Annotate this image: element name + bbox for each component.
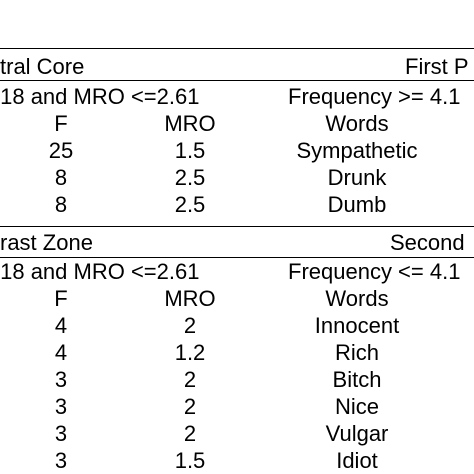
bottom-left-title: rast Zone (0, 230, 93, 255)
bottom-row-f: 3 (54, 448, 68, 473)
top-right-title: First P (405, 54, 469, 79)
bottom-row-word: Bitch (332, 367, 382, 392)
top-row-f: 25 (48, 138, 74, 163)
top-rule (0, 48, 474, 49)
top-left-title: tral Core (0, 54, 85, 79)
bottom-row-word: Vulgar (325, 421, 389, 446)
top-row-word: Sympathetic (296, 138, 418, 163)
top-header-f: F (54, 111, 68, 136)
bottom-title-rule (0, 257, 474, 258)
bottom-right-criteria: Frequency <= 4.1 (288, 259, 461, 284)
top-row-f: 8 (54, 165, 68, 190)
bottom-row-mro: 2 (183, 367, 197, 392)
top-row-word: Drunk (327, 165, 387, 190)
top-row-word: Dumb (327, 192, 387, 217)
top-header-mro: MRO (164, 111, 216, 136)
bottom-row-word: Innocent (314, 313, 400, 338)
bottom-header-f: F (54, 286, 68, 311)
top-row-mro: 2.5 (174, 165, 206, 190)
bottom-row-mro: 2 (183, 421, 197, 446)
top-left-criteria: .18 and MRO <=2.61 (0, 84, 200, 109)
bottom-left-criteria: .18 and MRO <=2.61 (0, 259, 200, 284)
top-row-f: 8 (54, 192, 68, 217)
top-right-criteria: Frequency >= 4.1 (288, 84, 461, 109)
bottom-header-mro: MRO (164, 286, 216, 311)
bottom-row-mro: 1.2 (174, 340, 206, 365)
bottom-row-f: 4 (54, 340, 68, 365)
bottom-header-words: Words (325, 286, 389, 311)
section-divider-rule (0, 226, 474, 227)
bottom-row-word: Idiot (336, 448, 378, 473)
bottom-row-mro: 1.5 (174, 448, 206, 473)
top-row-mro: 1.5 (174, 138, 206, 163)
bottom-row-word: Nice (334, 394, 380, 419)
top-header-words: Words (325, 111, 389, 136)
bottom-row-f: 3 (54, 421, 68, 446)
bottom-right-title: Second (390, 230, 465, 255)
bottom-row-f: 3 (54, 394, 68, 419)
bottom-row-f: 4 (54, 313, 68, 338)
bottom-row-mro: 2 (183, 394, 197, 419)
bottom-row-word: Rich (334, 340, 380, 365)
top-title-rule (0, 80, 474, 81)
bottom-row-mro: 2 (183, 313, 197, 338)
top-row-mro: 2.5 (174, 192, 206, 217)
bottom-row-f: 3 (54, 367, 68, 392)
